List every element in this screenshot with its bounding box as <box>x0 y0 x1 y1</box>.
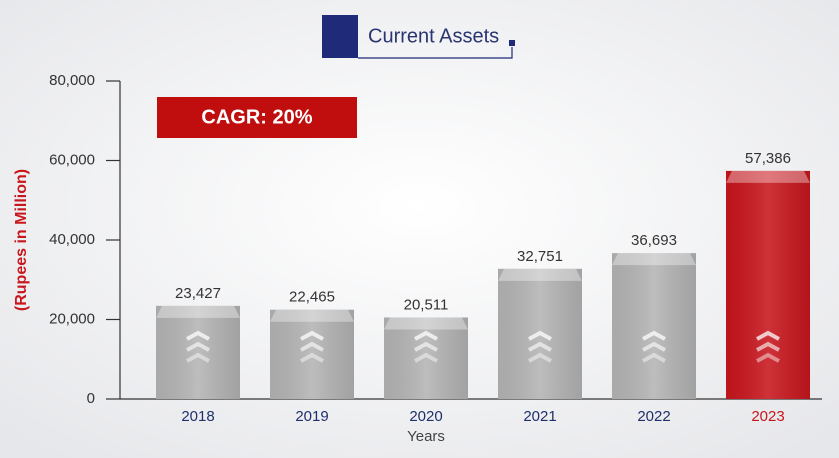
value-label: 20,511 <box>404 296 449 313</box>
x-tick-label: 2020 <box>409 408 442 425</box>
x-tick-label: 2021 <box>523 408 556 425</box>
chevron <box>642 341 666 352</box>
x-tick-label: 2019 <box>295 408 328 425</box>
chevron <box>186 352 210 363</box>
value-label: 57,386 <box>745 150 791 167</box>
bar-shade <box>612 253 696 399</box>
bar-bevel <box>270 309 354 322</box>
y-tick-label: 40,000 <box>49 231 95 248</box>
annotation-box <box>157 97 357 138</box>
value-label: 36,693 <box>631 232 677 249</box>
chevron <box>528 330 552 341</box>
y-tick-label: 20,000 <box>49 310 95 327</box>
y-tick-label: 0 <box>87 390 95 407</box>
y-axis-label: (Rupees in Million) <box>13 169 30 311</box>
chevron <box>414 341 438 352</box>
chevron <box>414 330 438 341</box>
x-axis-label: Years <box>407 428 445 445</box>
x-tick-label: 2023 <box>751 408 784 425</box>
chevron <box>756 330 780 341</box>
x-tick-label: 2022 <box>637 408 670 425</box>
value-label: 22,465 <box>289 289 335 306</box>
chevron <box>642 330 666 341</box>
y-tick-label: 60,000 <box>49 151 95 168</box>
bar-bevel <box>498 268 582 281</box>
chart-title: Current Assets <box>368 25 499 47</box>
chevron <box>642 352 666 363</box>
chevron <box>528 352 552 363</box>
title-square <box>322 15 358 58</box>
bar-bevel <box>726 170 810 183</box>
title-frame <box>358 47 513 59</box>
chevron <box>528 341 552 352</box>
chevron <box>756 341 780 352</box>
bar-shade <box>156 305 240 399</box>
chevron <box>414 352 438 363</box>
chevron <box>756 352 780 363</box>
bar-bevel <box>384 317 468 330</box>
x-tick-label: 2018 <box>181 408 214 425</box>
bar-shade <box>270 309 354 399</box>
chevron <box>300 330 324 341</box>
value-label: 23,427 <box>175 285 221 302</box>
bar-bevel <box>612 253 696 266</box>
chevron <box>186 330 210 341</box>
chevron <box>300 341 324 352</box>
annotation: CAGR: 20% <box>201 106 312 128</box>
title-dot <box>509 40 515 46</box>
chevron <box>186 341 210 352</box>
value-label: 32,751 <box>517 248 563 265</box>
bar-shade <box>384 317 468 399</box>
y-tick-label: 80,000 <box>49 72 95 89</box>
chevron <box>300 352 324 363</box>
bar-bevel <box>156 305 240 318</box>
bar-shade <box>726 170 810 399</box>
